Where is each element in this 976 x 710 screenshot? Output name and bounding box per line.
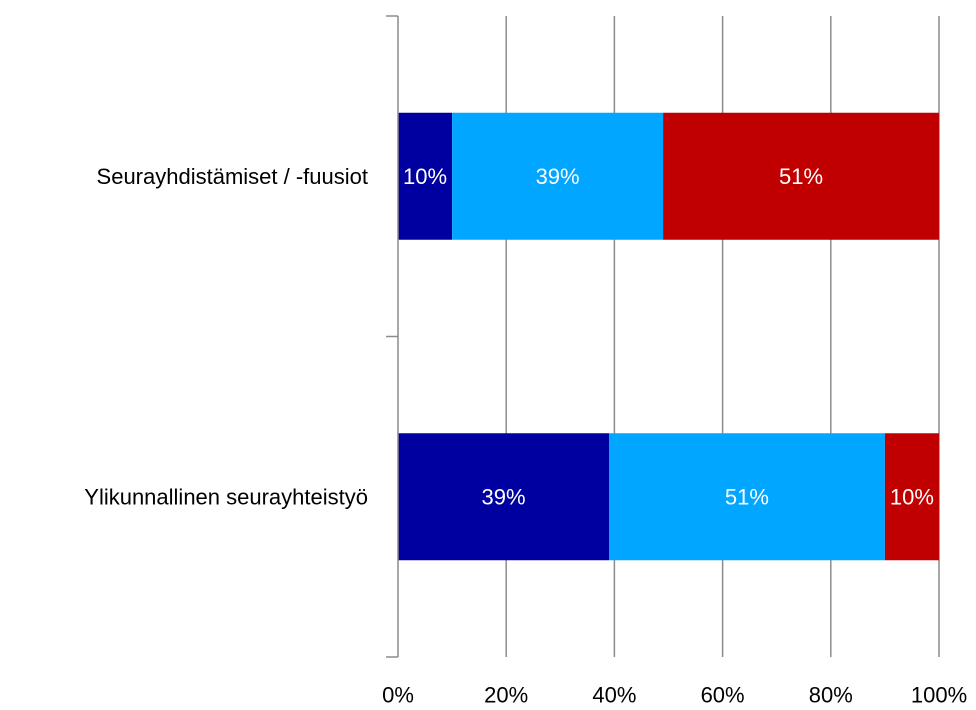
labels: 10% 39% 51% Seurayhdistämiset / -fuusiot 39%… [84,164,967,708]
data-label: 51% [779,164,823,189]
bar-segment [663,112,939,240]
bars [398,112,939,561]
x-tick-label: 0% [382,683,414,706]
data-label: 10% [403,164,447,189]
data-label: 10% [890,484,934,509]
axes [386,15,399,658]
data-label: 51% [725,484,769,509]
data-label: 39% [481,484,525,509]
bar-segment [398,112,453,240]
bar-segment [884,433,939,561]
x-tick-label: 60% [701,683,745,706]
gridlines [505,16,940,657]
bar-segment [608,433,885,561]
x-tick-label: 80% [809,683,853,706]
category-label: Ylikunnallinen seurayhteistyö [84,484,368,509]
bar-segment [398,433,609,561]
x-tick-label: 20% [484,683,528,706]
category-label: Seurayhdistämiset / -fuusiot [97,164,368,189]
x-tick-label: 40% [592,683,636,706]
bar-segment [452,112,664,240]
x-tick-label: 100% [911,683,967,706]
data-label: 39% [536,164,580,189]
